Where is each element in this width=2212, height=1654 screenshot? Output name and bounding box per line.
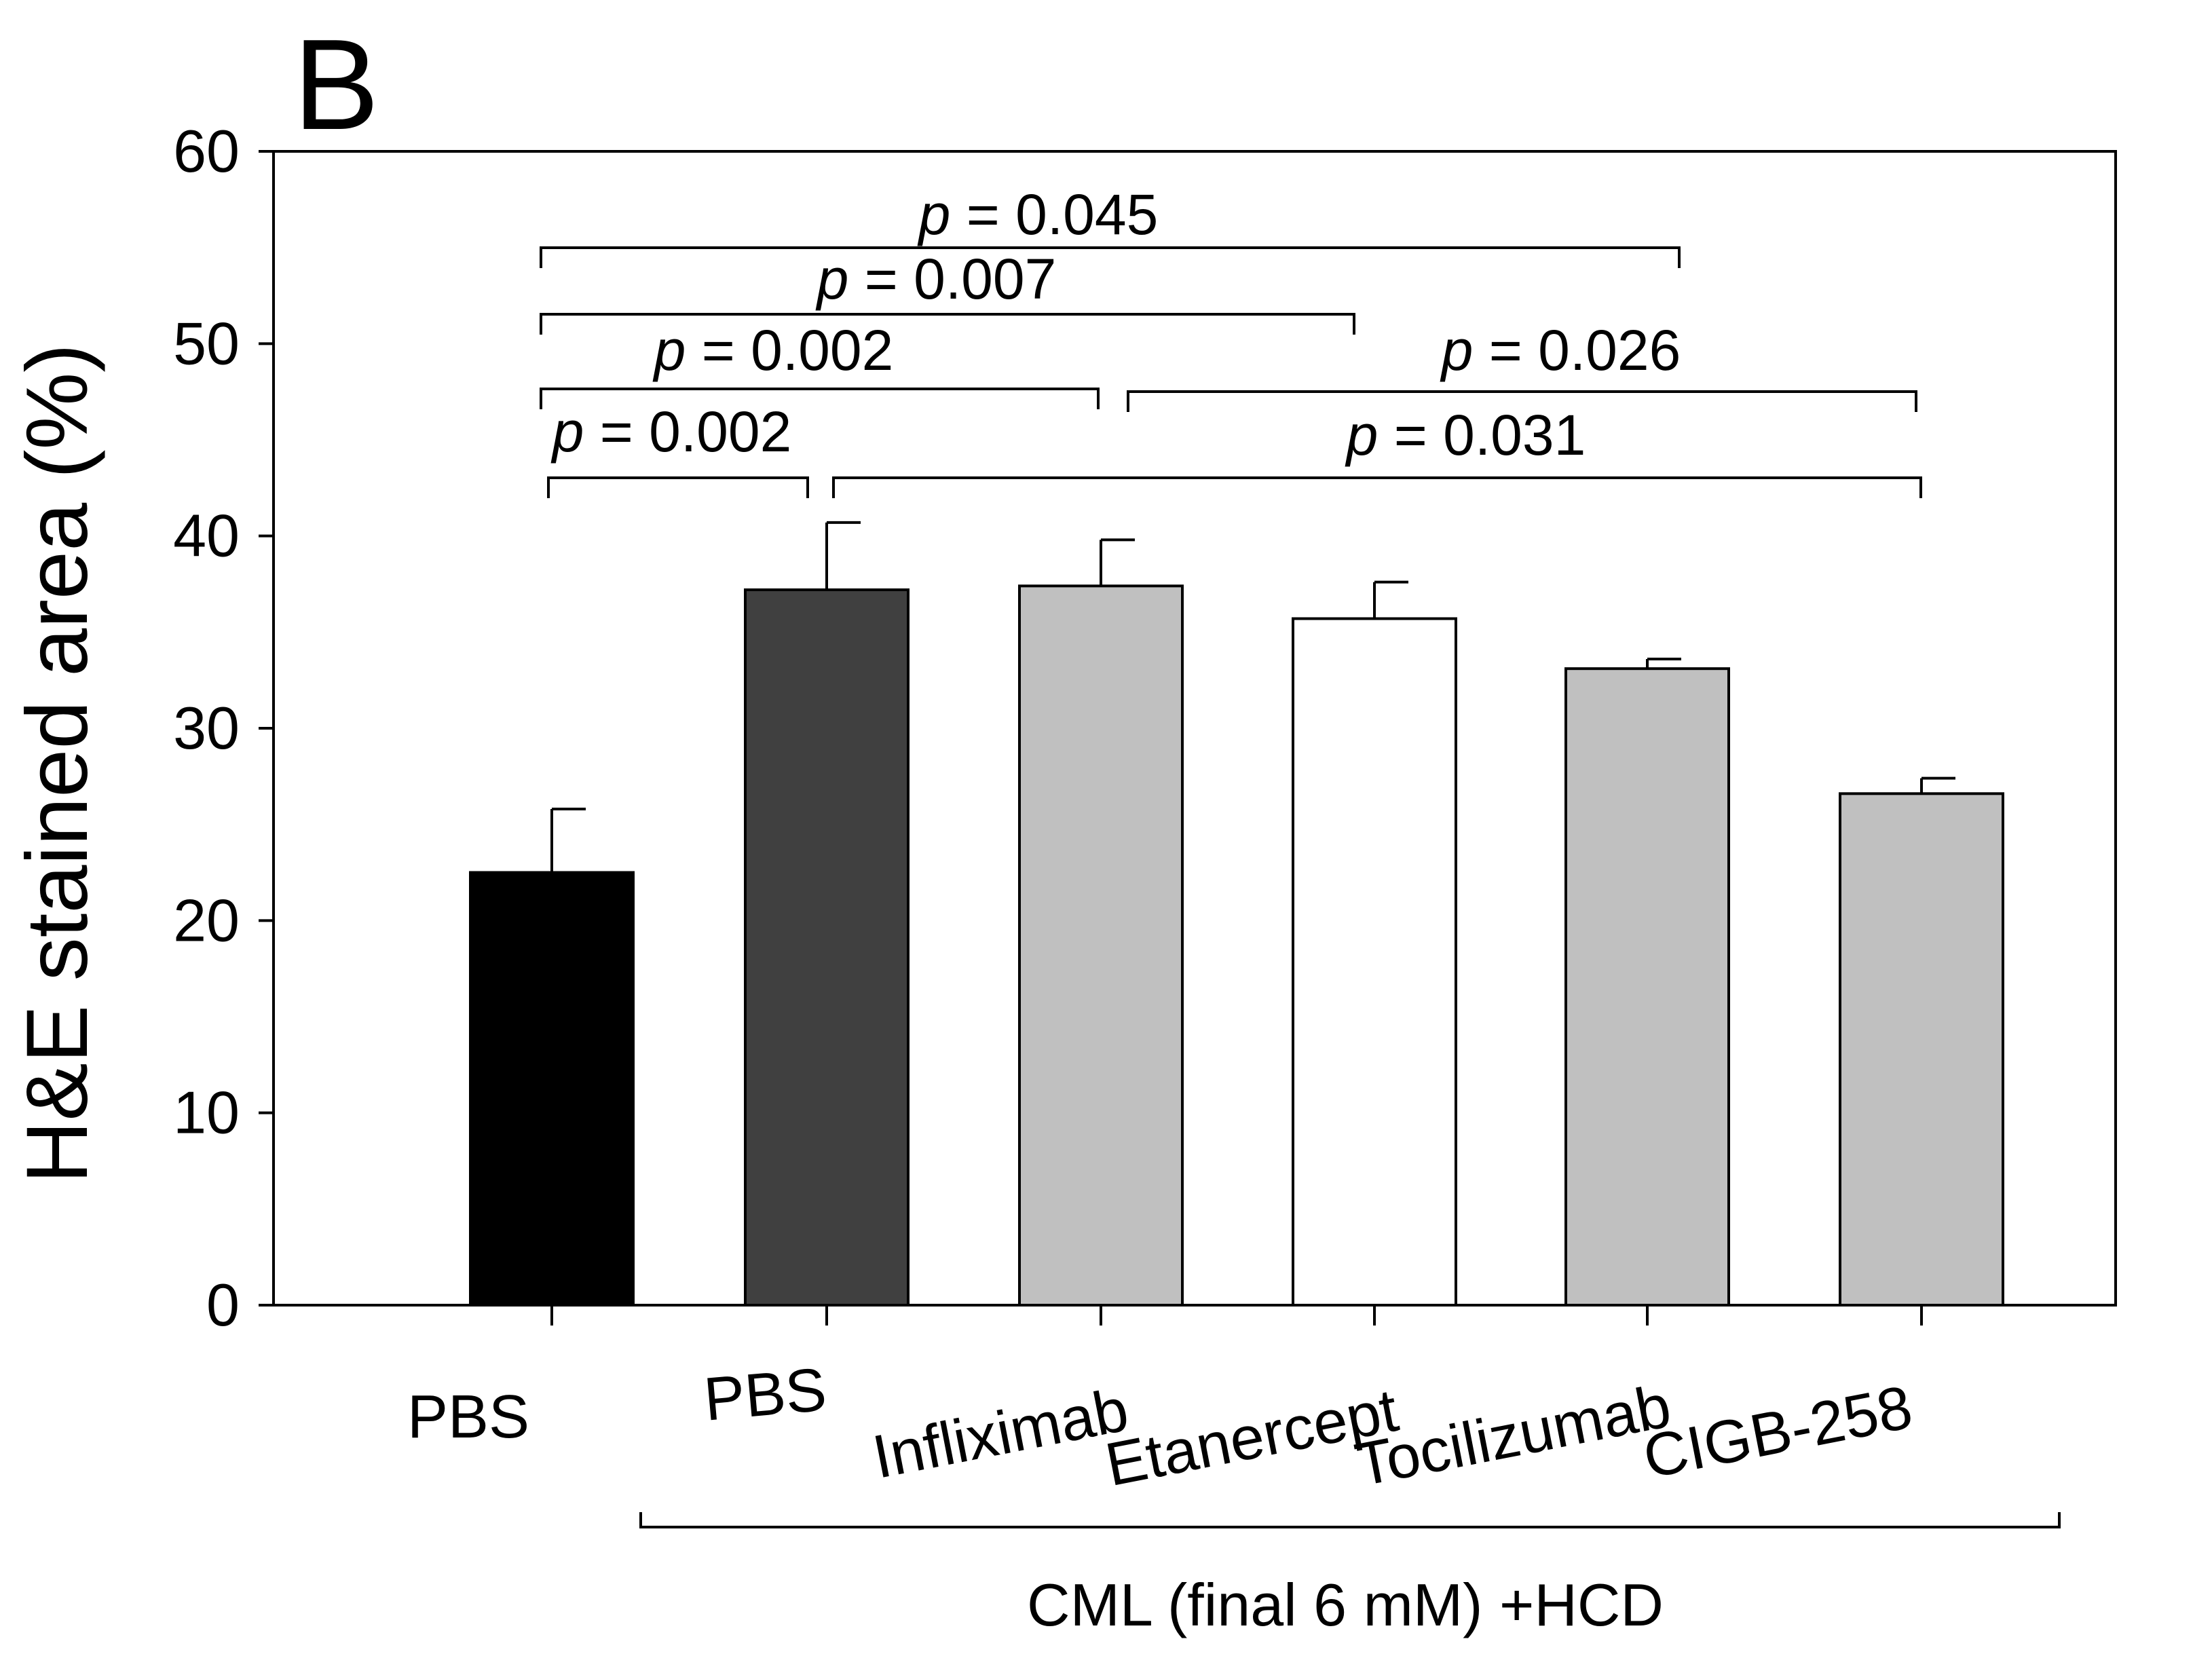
- p-value-number: = 0.045: [950, 183, 1158, 246]
- x-tick-label: Tocilizumab: [1350, 1372, 1676, 1500]
- p-value-number: = 0.031: [1378, 403, 1586, 467]
- p-value-italic: p: [815, 247, 849, 311]
- x-axis-labels: PBS PBS InfliximabEtanerceptTocilizumabCIG…: [407, 1355, 1917, 1499]
- p-value-italic: p: [652, 318, 686, 382]
- y-tick-label: 60: [173, 117, 240, 185]
- significance-bracket: [832, 476, 1922, 498]
- p-value-italic: p: [1440, 318, 1474, 382]
- y-tick-label: 40: [173, 502, 240, 569]
- group-label: CML (final 6 mM) +HCD: [1027, 1571, 1664, 1638]
- y-tick-label: 0: [206, 1271, 240, 1338]
- y-axis-ticks: 0 10 20 30 40 50 60: [173, 117, 274, 1338]
- x-tick-label: PBS: [407, 1383, 529, 1451]
- significance-bracket: [1127, 390, 1917, 412]
- bar: [1564, 667, 1730, 1307]
- p-value-italic: p: [1345, 403, 1379, 467]
- group-bracket: [639, 1512, 2061, 1528]
- bar: [1018, 584, 1184, 1307]
- p-value-italic: p: [917, 183, 951, 246]
- x-tick-label: PBS: [701, 1355, 829, 1433]
- p-value-label: p = 0.002: [652, 318, 894, 382]
- p-value-label: p = 0.002: [550, 400, 792, 464]
- y-tick-label: 10: [173, 1079, 240, 1146]
- bar: [469, 871, 635, 1307]
- y-tick-label: 30: [173, 694, 240, 762]
- p-value-number: = 0.007: [848, 247, 1056, 311]
- significance-bracket: [540, 246, 1681, 268]
- p-value-italic: p: [550, 400, 584, 464]
- y-tick-label: 50: [173, 309, 240, 377]
- x-tick-label: Infliximab: [867, 1376, 1133, 1492]
- bar: [744, 588, 910, 1307]
- p-value-number: = 0.026: [1473, 318, 1681, 382]
- bar: [1292, 617, 1457, 1307]
- p-value-label: p = 0.007: [815, 247, 1057, 311]
- significance-bracket: [547, 476, 809, 498]
- p-value-label: p = 0.026: [1440, 318, 1681, 382]
- y-axis-label: H&E stained area (%): [9, 343, 106, 1184]
- bar-series: [469, 521, 2004, 1326]
- x-tick-label: CIGB-258: [1638, 1373, 1917, 1492]
- significance-bracket: [540, 388, 1100, 409]
- p-value-label: p = 0.031: [1345, 403, 1586, 467]
- p-value-number: = 0.002: [584, 400, 791, 464]
- y-tick-label: 20: [173, 886, 240, 954]
- p-value-label: p = 0.045: [917, 183, 1159, 246]
- panel-label: B: [293, 13, 379, 157]
- significance-bracket: [540, 313, 1355, 335]
- p-value-number: = 0.002: [686, 318, 893, 382]
- bar: [1839, 792, 2004, 1307]
